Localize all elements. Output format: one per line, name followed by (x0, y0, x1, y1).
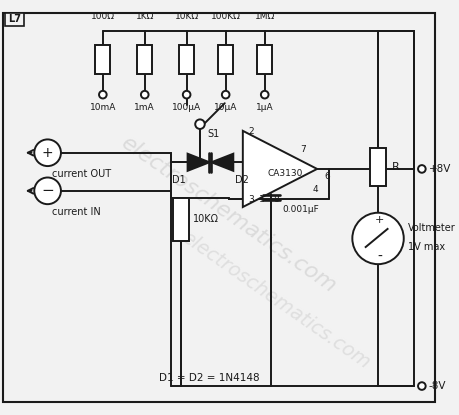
Text: −: − (41, 183, 54, 198)
Text: S1: S1 (207, 129, 219, 139)
Text: 3: 3 (248, 195, 254, 204)
Text: electroschematics.com: electroschematics.com (178, 228, 373, 373)
Text: D1 = D2 = 1N4148: D1 = D2 = 1N4148 (159, 374, 259, 383)
Text: 1mA: 1mA (134, 103, 155, 112)
Circle shape (260, 91, 268, 98)
Circle shape (417, 382, 425, 390)
Bar (369, 148, 385, 186)
Text: R: R (391, 162, 398, 172)
Text: 1V max: 1V max (407, 242, 444, 252)
Text: 100Ω: 100Ω (90, 12, 115, 21)
Text: 2: 2 (248, 127, 254, 136)
Circle shape (417, 165, 425, 173)
Circle shape (140, 91, 148, 98)
Text: 0.001μF: 0.001μF (282, 205, 319, 214)
Polygon shape (242, 131, 316, 207)
Text: 1KΩ: 1KΩ (135, 12, 154, 21)
Text: 10KΩ: 10KΩ (193, 215, 219, 225)
Bar (218, 45, 233, 74)
Bar (5, 13, 24, 26)
Circle shape (221, 91, 229, 98)
Text: +: + (375, 215, 384, 225)
Bar (257, 45, 272, 74)
Circle shape (34, 139, 61, 166)
Bar (173, 198, 188, 241)
Circle shape (182, 91, 190, 98)
Text: D2: D2 (235, 175, 248, 185)
Bar (95, 45, 110, 74)
Text: -8V: -8V (428, 381, 445, 391)
Text: Voltmeter: Voltmeter (407, 223, 454, 233)
Text: +: + (42, 146, 53, 160)
Text: 100μA: 100μA (172, 103, 201, 112)
Text: 6: 6 (324, 172, 330, 181)
Text: L7: L7 (8, 15, 21, 24)
Circle shape (352, 213, 403, 264)
Text: 4: 4 (312, 186, 317, 194)
Circle shape (99, 91, 106, 98)
Text: CA3130: CA3130 (267, 169, 302, 178)
Text: 1: 1 (258, 195, 264, 204)
Text: electroschematics.com: electroschematics.com (117, 132, 339, 297)
Text: D1: D1 (172, 175, 185, 185)
Bar (179, 45, 194, 74)
Text: 10μA: 10μA (213, 103, 237, 112)
Text: +8V: +8V (428, 164, 450, 174)
Text: current IN: current IN (52, 207, 101, 217)
Text: current OUT: current OUT (52, 169, 111, 179)
Text: 10KΩ: 10KΩ (174, 12, 198, 21)
Circle shape (34, 178, 61, 204)
Circle shape (195, 120, 204, 129)
Text: -: - (377, 249, 381, 264)
Polygon shape (187, 154, 209, 171)
Bar (137, 45, 152, 74)
Text: 10mA: 10mA (90, 103, 116, 112)
Text: 100KΩ: 100KΩ (210, 12, 240, 21)
Text: 1MΩ: 1MΩ (254, 12, 274, 21)
Text: 8: 8 (273, 195, 279, 204)
Text: 7: 7 (299, 145, 305, 154)
Text: 1μA: 1μA (255, 103, 273, 112)
Polygon shape (211, 154, 233, 171)
